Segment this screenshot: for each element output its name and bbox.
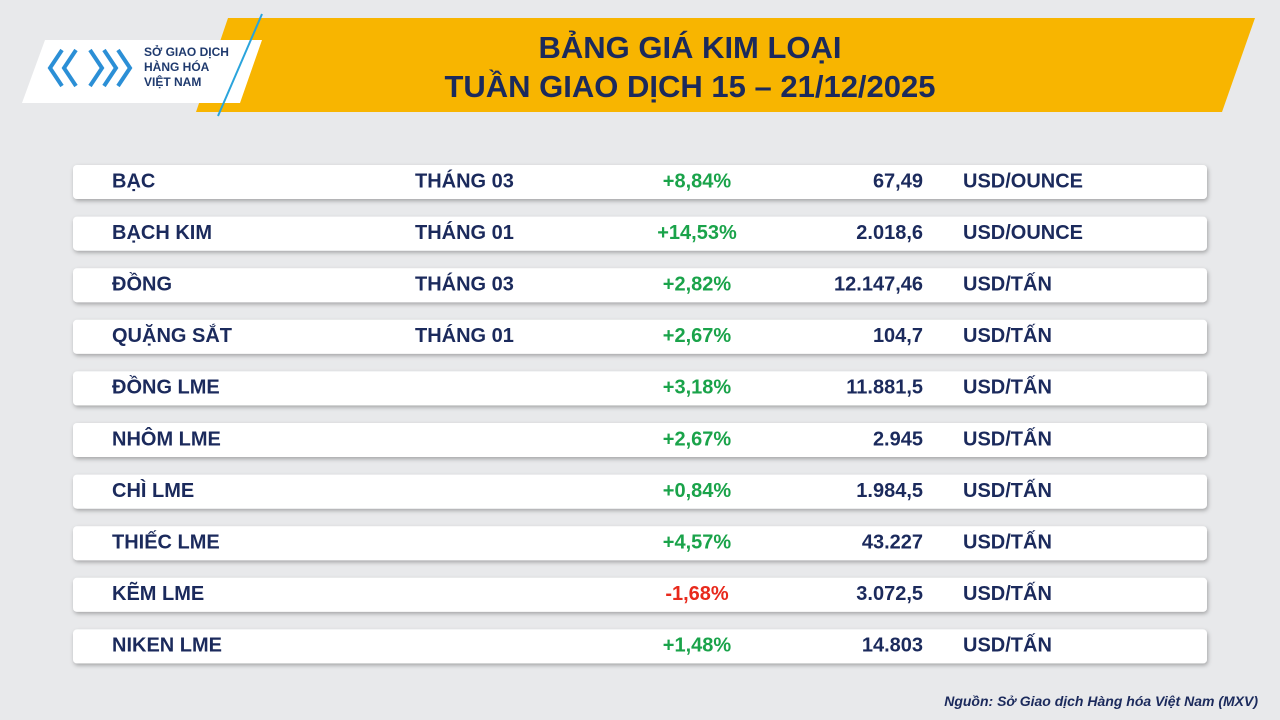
table-row	[73, 526, 1207, 561]
header-band	[196, 18, 1255, 112]
unit: USD/TẤN	[963, 427, 1052, 450]
change: +4,57%	[663, 531, 732, 553]
price: 43.227	[862, 531, 923, 553]
logo-text: HÀNG HÓA	[144, 59, 210, 74]
price: 12.147,46	[834, 273, 923, 295]
price: 2.945	[873, 428, 923, 450]
metal-name: THIẾC LME	[112, 530, 220, 553]
table-row	[73, 165, 1207, 199]
logo-box	[22, 40, 262, 103]
metal-name: CHÌ LME	[112, 479, 194, 502]
unit: USD/TẤN	[963, 324, 1052, 347]
table-row	[73, 577, 1207, 612]
price: 14.803	[862, 635, 923, 657]
table-row	[73, 474, 1207, 509]
change: +8,84%	[663, 170, 732, 192]
change: +2,67%	[663, 428, 732, 450]
metal-name: NHÔM LME	[112, 426, 221, 450]
price: 3.072,5	[856, 583, 923, 605]
change: +3,18%	[663, 377, 732, 399]
contract-month: THÁNG 01	[415, 324, 514, 347]
unit: USD/TẤN	[963, 582, 1052, 605]
table-row	[73, 216, 1207, 251]
logo-text: SỞ GIAO DỊCH	[144, 44, 229, 59]
metal-name: ĐỒNG LME	[112, 375, 220, 399]
contract-month: THÁNG 01	[415, 221, 514, 244]
metal-name: NIKEN LME	[112, 635, 222, 657]
metal-name: BẠCH KIM	[112, 222, 212, 244]
table-row	[73, 268, 1207, 303]
unit: USD/TẤN	[963, 376, 1052, 399]
logo-accent	[217, 13, 263, 117]
metal-name: BẠC	[112, 170, 155, 192]
contract-month: THÁNG 03	[415, 169, 514, 192]
price: 1.984,5	[856, 480, 923, 502]
table-row	[73, 319, 1207, 354]
unit: USD/OUNCE	[963, 222, 1083, 244]
logo-text: VIỆT NAM	[144, 74, 201, 89]
change: +2,82%	[663, 273, 732, 295]
table-row	[73, 629, 1207, 664]
price: 2.018,6	[856, 222, 923, 244]
change: +0,84%	[663, 480, 732, 502]
source: Nguồn: Sở Giao dịch Hàng hóa Việt Nam (M…	[944, 693, 1258, 709]
metal-name: ĐỒNG	[112, 271, 172, 295]
price: 67,49	[873, 170, 923, 192]
unit: USD/OUNCE	[963, 170, 1083, 192]
change: +14,53%	[657, 222, 737, 244]
change: +2,67%	[663, 325, 732, 347]
table: BẠC THÁNG 03 +8,84% 67,49 USD/OUNCE BẠCH KIM T…	[73, 165, 1207, 664]
title: BẢNG GIÁ KIM LOẠI	[538, 30, 841, 65]
unit: USD/TẤN	[963, 479, 1052, 502]
unit: USD/TẤN	[963, 272, 1052, 295]
change: -1,68%	[665, 583, 729, 605]
contract-month: THÁNG 03	[415, 272, 514, 295]
logo-mark	[47, 48, 133, 88]
metal-name: KẼM LME	[112, 582, 204, 605]
change: +1,48%	[663, 635, 732, 657]
unit: USD/TẤN	[963, 634, 1052, 657]
table-row	[73, 371, 1207, 406]
table-row	[73, 423, 1207, 457]
title: TUẦN GIAO DỊCH 15 – 21/12/2025	[444, 69, 935, 104]
price: 11.881,5	[846, 377, 923, 399]
metal-name: QUẶNG SẮT	[112, 323, 232, 347]
unit: USD/TẤN	[963, 530, 1052, 553]
price: 104,7	[873, 325, 923, 347]
